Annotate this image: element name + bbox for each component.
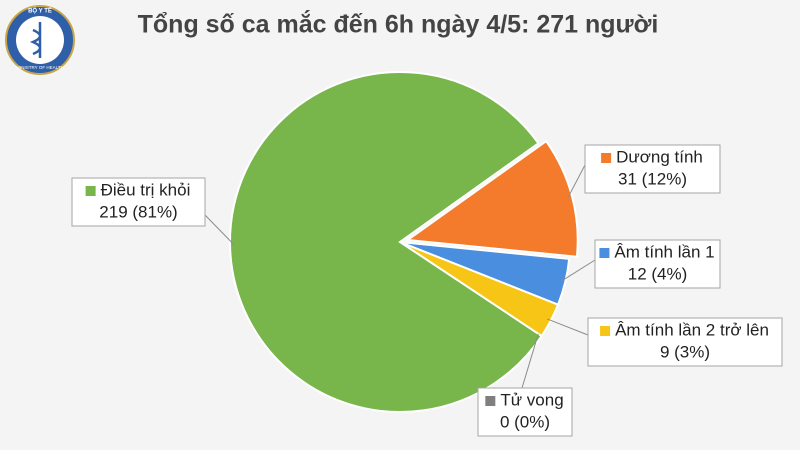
leader-line [546,318,589,336]
logo-symbol [29,22,42,58]
category-label: Âm tính lần 2 trở lên [615,320,769,339]
pie [229,71,579,413]
category-label: Dương tính [616,147,703,166]
value-label: 9 (3%) [660,342,710,361]
label-box [594,239,721,289]
legend-swatch [600,326,611,336]
legend-swatch [485,396,496,406]
legend-swatch [601,153,612,163]
labels: Dương tính 31 (12%) Âm tính lần 1 12 (4%) Âm… [71,144,783,437]
logo-top: BỘ Y TẾ [28,7,52,15]
leader-line [561,259,596,282]
pie-slice [229,71,544,413]
value-label: 0 (0%) [500,412,550,431]
logo: BỘ Y TẾ MINISTRY OF HEALTH [5,5,75,75]
category-label: Điều trị khỏi [101,180,191,199]
legend-swatch [85,186,96,196]
value-label: 219 (81%) [99,202,177,221]
pie-slice [404,139,579,258]
category-label: Âm tính lần 1 [614,242,714,261]
leader-line [567,164,586,198]
legend-swatch [599,248,610,258]
logo-bottom: MINISTRY OF HEALTH [16,65,64,70]
value-label: 12 (4%) [628,264,688,283]
category-label: Tử vong [500,390,563,409]
value-label: 31 (12%) [618,169,687,188]
label-box [587,317,783,367]
chart-title: Tổng số ca mắc đến 6h ngày 4/5: 271 ngườ… [138,9,659,39]
leader-line [521,333,539,389]
leader-line [204,214,235,246]
